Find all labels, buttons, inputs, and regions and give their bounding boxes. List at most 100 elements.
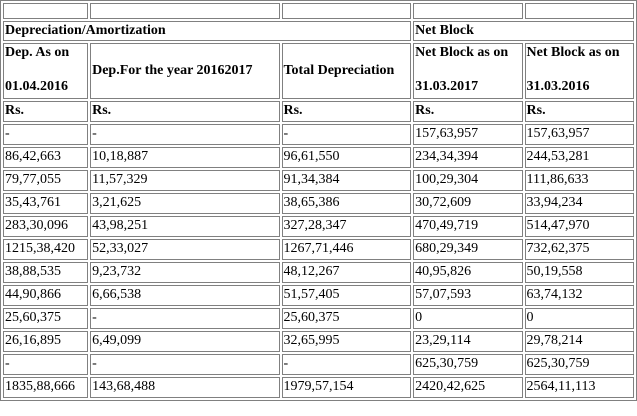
unit-cell: Rs. [524, 101, 634, 122]
table-row: - - -625,30,759 625,30,759 [3, 354, 634, 375]
header-nb-2016-line2: 31.03.2016 [526, 79, 590, 94]
table-row: - - -157,63,957 157,63,957 [3, 124, 634, 145]
header-nb-2016-line1: Net Block as on [526, 45, 620, 60]
column-header-row: Dep. As on 01.04.2016 Dep.For the year 2… [3, 43, 634, 99]
spacer-cell [413, 3, 523, 19]
header-dep-as-on: Dep. As on 01.04.2016 [3, 43, 89, 99]
unit-cell: Rs. [3, 101, 89, 122]
unit-cell: Rs. [90, 101, 280, 122]
table-cell: 3,21,625 [90, 193, 280, 214]
table-cell: 157,63,957 [524, 124, 634, 145]
table-cell: 1267,71,446 [281, 239, 412, 260]
depreciation-table: Depreciation/Amortization Net Block Dep.… [0, 0, 637, 401]
table-row: 26,16,895 6,49,099 32,65,995 23,29,114 29,78… [3, 331, 634, 352]
table-cell: 10,18,887 [90, 147, 280, 168]
table-cell: 52,33,027 [90, 239, 280, 260]
spacer-cell [281, 3, 412, 19]
table-cell: - [3, 124, 89, 145]
table-cell: 283,30,096 [3, 216, 89, 237]
table-cell: 157,63,957 [413, 124, 523, 145]
table-cell: 50,19,558 [524, 262, 634, 283]
table-cell: 35,43,761 [3, 193, 89, 214]
units-row: Rs. Rs. Rs. Rs. Rs. [3, 101, 634, 122]
table-row: 86,42,663 10,18,887 96,61,550 234,34,394 244… [3, 147, 634, 168]
table-cell: 51,57,405 [281, 285, 412, 306]
header-nb-2017-line1: Net Block as on [415, 45, 509, 60]
table-cell: 625,30,759 [413, 354, 523, 375]
table-cell: 43,98,251 [90, 216, 280, 237]
header-dep-as-on-line1: Dep. As on [5, 45, 70, 60]
table-cell: 48,12,267 [281, 262, 412, 283]
table-cell: 0 [524, 308, 634, 329]
table-cell: 2564,11,113 [524, 377, 634, 398]
header-total-depreciation: Total Depreciation [281, 43, 412, 99]
table-cell: 40,95,826 [413, 262, 523, 283]
table-cell: 234,34,394 [413, 147, 523, 168]
table-cell: 86,42,663 [3, 147, 89, 168]
table-cell: 1835,88,666 [3, 377, 89, 398]
table-cell: 30,72,609 [413, 193, 523, 214]
table-cell: 91,34,384 [281, 170, 412, 191]
header-dep-as-on-line2: 01.04.2016 [5, 79, 68, 94]
table-cell: 63,74,132 [524, 285, 634, 306]
table-cell: 32,65,995 [281, 331, 412, 352]
table-cell: 26,16,895 [3, 331, 89, 352]
table-cell: 44,90,866 [3, 285, 89, 306]
table-cell: 6,66,538 [90, 285, 280, 306]
table-cell: 100,29,304 [413, 170, 523, 191]
header-nb-2017-line2: 31.03.2017 [415, 79, 479, 94]
table-cell: 38,65,386 [281, 193, 412, 214]
table-row: 25,60,375-25,60,375 0 0 [3, 308, 634, 329]
group-header-row: Depreciation/Amortization Net Block [3, 21, 634, 41]
table-cell: - [90, 124, 280, 145]
table-cell: 680,29,349 [413, 239, 523, 260]
spacer-cell [90, 3, 280, 19]
table-row: 1215,38,420 52,33,027 1267,71,446 680,29,34… [3, 239, 634, 260]
table-cell: 38,88,535 [3, 262, 89, 283]
table-cell: 732,62,375 [524, 239, 634, 260]
table-row: 283,30,096 43,98,251 327,28,347 470,49,719 5… [3, 216, 634, 237]
table-cell: 96,61,550 [281, 147, 412, 168]
table-cell: 25,60,375 [3, 308, 89, 329]
table-cell: 25,60,375 [281, 308, 412, 329]
table-cell: 327,28,347 [281, 216, 412, 237]
spacer-row [3, 3, 634, 19]
table-cell: 79,77,055 [3, 170, 89, 191]
table-cell: - [90, 308, 280, 329]
table-cell: 514,47,970 [524, 216, 634, 237]
table-cell: 33,94,234 [524, 193, 634, 214]
table-row: 1835,88,666 143,68,488 1979,57,154 2420,42,… [3, 377, 634, 398]
table-cell: 244,53,281 [524, 147, 634, 168]
table-cell: 29,78,214 [524, 331, 634, 352]
spacer-cell [3, 3, 89, 19]
header-dep-for-year: Dep.For the year 20162017 [90, 43, 280, 99]
table-cell: 470,49,719 [413, 216, 523, 237]
unit-cell: Rs. [281, 101, 412, 122]
group-net-block-header: Net Block [413, 21, 634, 41]
table-cell: - [281, 124, 412, 145]
table-cell: 1979,57,154 [281, 377, 412, 398]
table-cell: 0 [413, 308, 523, 329]
table-row: 35,43,761 3,21,625 38,65,386 30,72,609 33,94… [3, 193, 634, 214]
table-cell: - [90, 354, 280, 375]
header-net-block-2016: Net Block as on 31.03.2016 [524, 43, 634, 99]
header-net-block-2017: Net Block as on 31.03.2017 [413, 43, 523, 99]
table-row: 44,90,866 6,66,538 51,57,405 57,07,593 63,74… [3, 285, 634, 306]
table-cell: 143,68,488 [90, 377, 280, 398]
table-cell: 57,07,593 [413, 285, 523, 306]
table-cell: 2420,42,625 [413, 377, 523, 398]
table-cell: - [3, 354, 89, 375]
table-cell: 9,23,732 [90, 262, 280, 283]
table-cell: 111,86,633 [524, 170, 634, 191]
table-cell: 6,49,099 [90, 331, 280, 352]
table-row: 79,77,055 11,57,329 91,34,384 100,29,304 111… [3, 170, 634, 191]
table-cell: 1215,38,420 [3, 239, 89, 260]
table-cell: 23,29,114 [413, 331, 523, 352]
table-row: 38,88,535 9,23,732 48,12,267 40,95,826 50,19… [3, 262, 634, 283]
table-cell: 11,57,329 [90, 170, 280, 191]
unit-cell: Rs. [413, 101, 523, 122]
table-cell: - [281, 354, 412, 375]
table-cell: 625,30,759 [524, 354, 634, 375]
group-depreciation-header: Depreciation/Amortization [3, 21, 412, 41]
spacer-cell [524, 3, 634, 19]
